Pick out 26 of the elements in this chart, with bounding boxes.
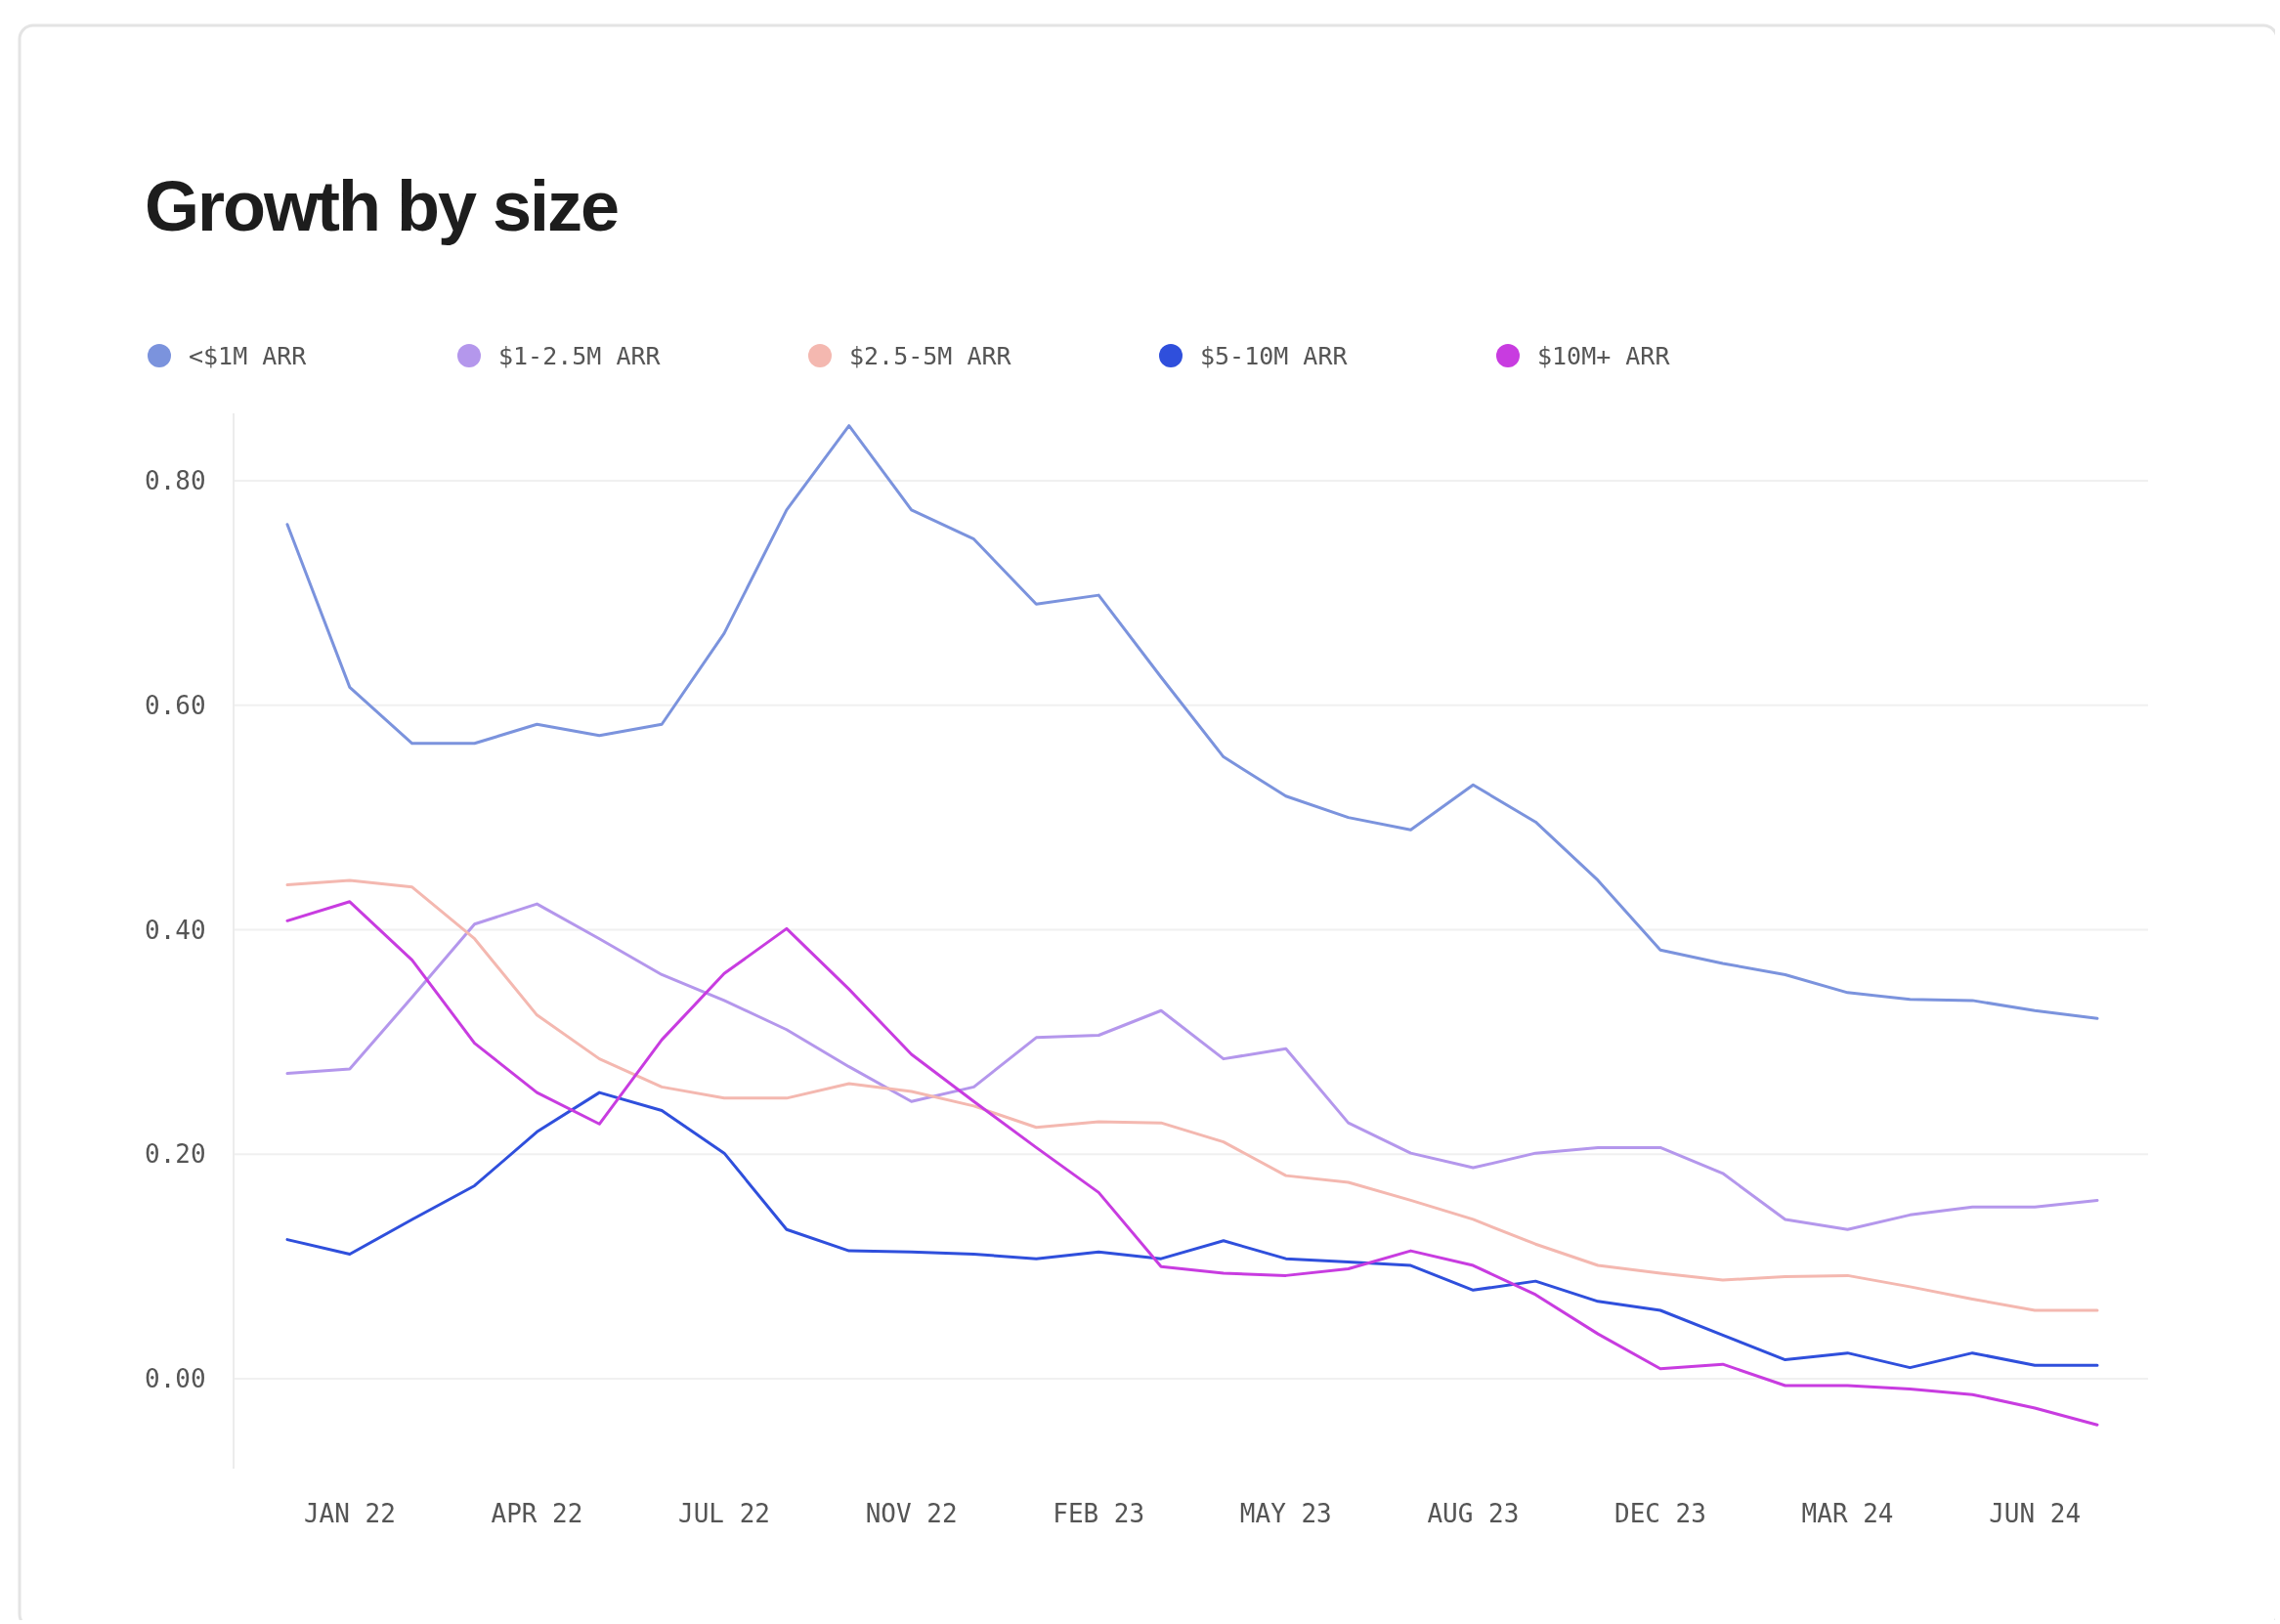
x-tick-label: APR 22 xyxy=(491,1499,583,1528)
chart-title: Growth by size xyxy=(145,167,619,245)
y-tick-label: 0.00 xyxy=(145,1364,206,1394)
x-tick-label: NOV 22 xyxy=(865,1499,958,1528)
x-tick-label: DEC 23 xyxy=(1614,1499,1706,1528)
line-series xyxy=(285,424,2099,1020)
x-tick-label: JAN 22 xyxy=(303,1499,396,1528)
x-tick-label: JUL 22 xyxy=(678,1499,770,1528)
x-tick-label: MAR 24 xyxy=(1801,1499,1894,1528)
legend-label: $2.5-5M ARR xyxy=(849,342,1012,370)
legend-label: $10M+ ARR xyxy=(1537,342,1671,370)
x-tick-label: JUN 24 xyxy=(1989,1499,2082,1528)
line-series xyxy=(285,902,2099,1231)
y-tick-label: 0.80 xyxy=(145,465,206,495)
line-series xyxy=(285,878,2099,1312)
y-tick-label: 0.20 xyxy=(145,1139,206,1170)
x-tick-label: AUG 23 xyxy=(1427,1499,1520,1528)
y-tick-label: 0.40 xyxy=(145,915,206,945)
x-tick-label: FEB 23 xyxy=(1053,1499,1145,1528)
x-tick-label: MAY 23 xyxy=(1239,1499,1332,1528)
legend-label: $5-10M ARR xyxy=(1200,342,1349,370)
legend-label: $1-2.5M ARR xyxy=(498,342,662,370)
legend-label: <$1M ARR xyxy=(189,342,308,370)
y-tick-label: 0.60 xyxy=(145,690,206,720)
line-series xyxy=(285,900,2099,1427)
line-series xyxy=(285,1090,2099,1370)
